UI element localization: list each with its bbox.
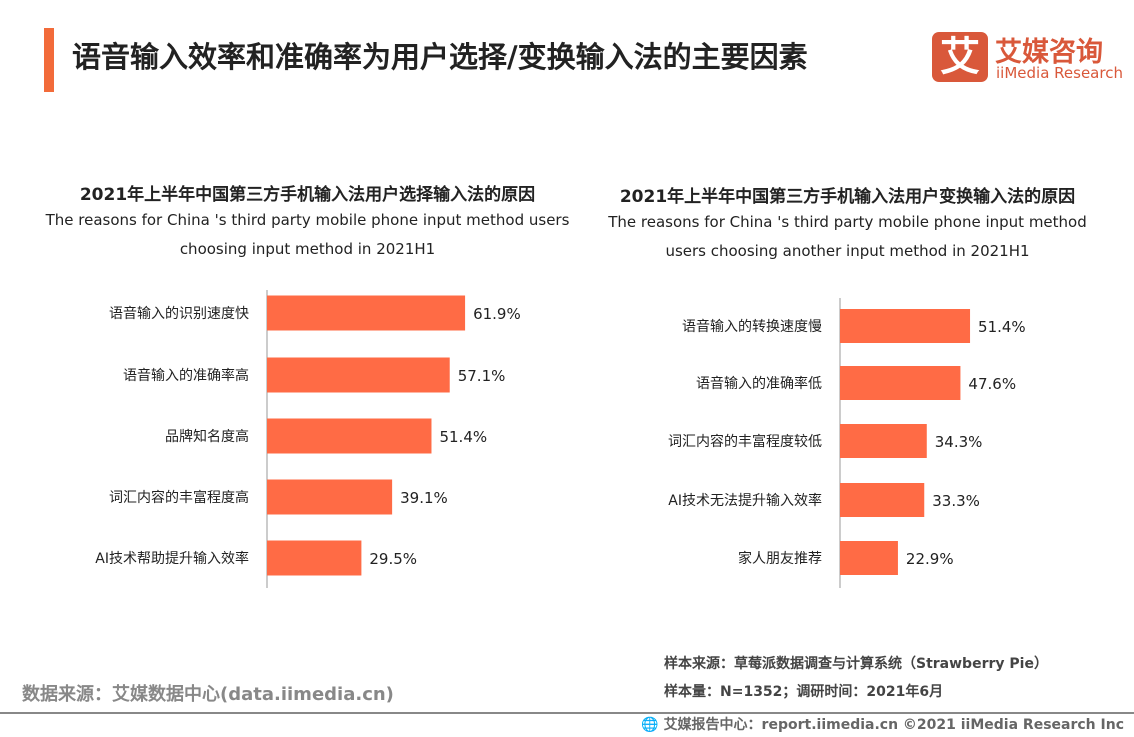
chart-2-subtitle: The reasons for China 's third party mob… — [560, 208, 1134, 266]
bar — [267, 479, 393, 515]
page-title: 语音输入效率和准确率为用户选择/变换输入法的主要因素 — [72, 40, 808, 74]
category-label: AI技术帮助提升输入效率 — [95, 550, 249, 567]
chart-1-subtitle-line: The reasons for China 's third party mob… — [45, 211, 570, 229]
data-label: 47.6% — [968, 375, 1016, 393]
category-label: 词汇内容的丰富程度较低 — [668, 433, 822, 450]
sample-size-note: 样本量：N=1352；调研时间：2021年6月 — [664, 684, 944, 700]
bar — [840, 309, 971, 343]
category-label: 语音输入的识别速度快 — [109, 305, 249, 322]
bar — [267, 357, 450, 393]
data-label: 57.1% — [458, 367, 506, 385]
data-label: 34.3% — [935, 433, 983, 451]
data-label: 61.9% — [473, 305, 521, 323]
footer-text[interactable]: 艾媒报告中心：report.iimedia.cn ©2021 iiMedia R… — [663, 717, 1124, 733]
title-accent-bar — [44, 28, 54, 92]
chart-1-subtitle: The reasons for China 's third party mob… — [20, 206, 595, 264]
category-label: 语音输入的准确率低 — [696, 375, 822, 392]
footer: 🌐 艾媒报告中心：report.iimedia.cn ©2021 iiMedia… — [641, 714, 1124, 734]
bar — [840, 366, 961, 400]
data-label: 22.9% — [906, 550, 954, 568]
category-label: 语音输入的转换速度慢 — [682, 318, 822, 335]
footer-divider — [0, 712, 1134, 714]
bar — [840, 483, 925, 517]
chart-1-title: 2021年上半年中国第三方手机输入法用户选择输入法的原因 — [79, 185, 536, 205]
category-label: AI技术无法提升输入效率 — [668, 492, 822, 509]
logo-text-en: iiMedia Research — [996, 64, 1123, 82]
chart-1-subtitle-line: choosing input method in 2021H1 — [179, 240, 436, 258]
data-source: 数据来源：艾媒数据中心(data.iimedia.cn) — [22, 684, 394, 705]
data-label: 39.1% — [400, 489, 448, 507]
data-label: 51.4% — [439, 428, 487, 446]
category-label: 家人朋友推荐 — [738, 550, 822, 567]
bar — [840, 424, 927, 458]
sample-source-note: 样本来源：草莓派数据调查与计算系统（Strawberry Pie） — [664, 656, 1048, 672]
bar — [840, 541, 898, 575]
logo-text-cn: 艾媒咨询 — [995, 37, 1103, 68]
category-label: 语音输入的准确率高 — [123, 367, 249, 384]
bar — [267, 418, 432, 454]
bar — [267, 295, 466, 331]
data-label: 33.3% — [932, 492, 980, 510]
data-label: 51.4% — [978, 318, 1026, 336]
chart-2-subtitle-line: users choosing another input method in 2… — [665, 242, 1030, 260]
globe-icon: 🌐 — [641, 717, 659, 733]
chart-2-subtitle-line: The reasons for China 's third party mob… — [608, 213, 1087, 231]
logo-mark: 艾 — [932, 32, 988, 82]
bar — [267, 540, 362, 576]
data-label: 29.5% — [369, 550, 417, 568]
category-label: 品牌知名度高 — [165, 428, 249, 445]
chart-2-title: 2021年上半年中国第三方手机输入法用户变换输入法的原因 — [619, 187, 1076, 207]
category-label: 词汇内容的丰富程度高 — [109, 489, 249, 506]
